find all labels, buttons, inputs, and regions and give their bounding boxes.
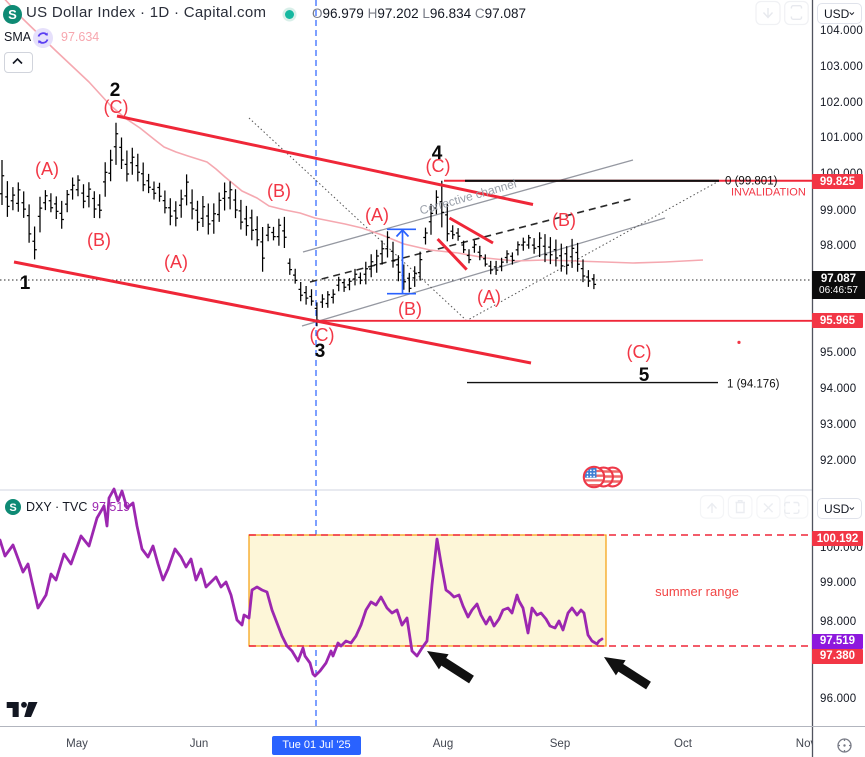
svg-text:INVALIDATION: INVALIDATION	[731, 187, 806, 199]
svg-text:(C): (C)	[310, 325, 335, 345]
svg-text:(B): (B)	[552, 210, 576, 230]
svg-text:2: 2	[110, 80, 121, 101]
svg-text:(B): (B)	[87, 230, 111, 250]
svg-text:(C): (C)	[426, 156, 451, 176]
svg-text:(B): (B)	[398, 299, 422, 319]
svg-text:(A): (A)	[365, 205, 389, 225]
svg-text:4: 4	[432, 143, 443, 164]
svg-text:(A): (A)	[164, 252, 188, 272]
svg-text:(A): (A)	[35, 159, 59, 179]
svg-text:1: 1	[20, 273, 31, 294]
svg-text:summer range: summer range	[655, 584, 739, 599]
svg-text:(C): (C)	[104, 97, 129, 117]
svg-text:(C): (C)	[627, 342, 652, 362]
svg-text:5: 5	[639, 365, 650, 386]
svg-text:0 (99.801): 0 (99.801)	[725, 176, 778, 188]
svg-text:(B): (B)	[267, 181, 291, 201]
svg-text:S: S	[9, 502, 16, 514]
svg-text:1 (94.176): 1 (94.176)	[727, 379, 780, 391]
svg-text:S: S	[8, 7, 17, 22]
svg-text:3: 3	[315, 341, 326, 362]
svg-text:(A): (A)	[477, 287, 501, 307]
